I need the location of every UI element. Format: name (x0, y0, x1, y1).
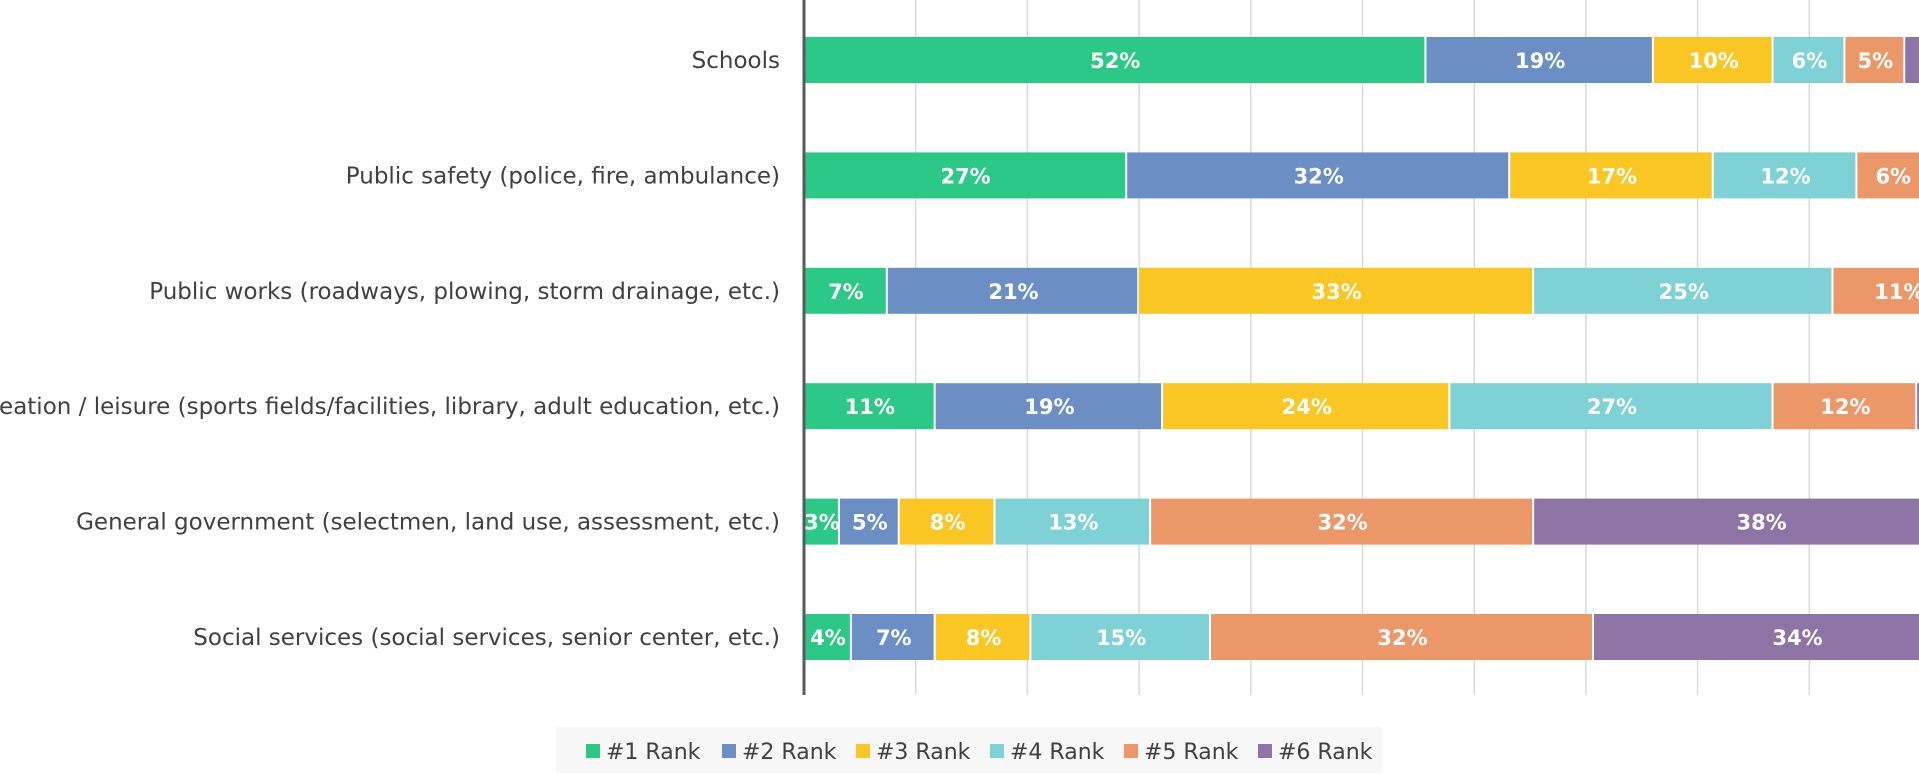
bar-segment (804, 498, 838, 545)
data-label: 34% (1772, 626, 1822, 650)
bar-segment (804, 383, 934, 430)
legend-label: #5 Rank (1144, 740, 1239, 765)
bar-segment (1127, 152, 1509, 199)
bar-segment (851, 614, 934, 660)
data-label: 38% (1736, 511, 1786, 535)
data-label: 7% (828, 280, 864, 304)
bar-segment (1857, 152, 1919, 199)
data-label: 19% (1024, 395, 1074, 419)
data-label: 19% (1515, 49, 1565, 73)
data-label: 11% (845, 395, 895, 419)
data-label: 33% (1312, 280, 1362, 304)
bar-segment (804, 37, 1425, 83)
data-label: 4% (810, 626, 846, 650)
bar-segment (1773, 383, 1916, 430)
data-label: 27% (1587, 395, 1637, 419)
bar-segment (1151, 498, 1533, 545)
data-label: 5% (1857, 49, 1893, 73)
legend-label: #1 Rank (606, 740, 701, 765)
bar-segment (995, 498, 1150, 545)
bar-segment (1163, 383, 1449, 430)
data-labels: 52%19%10%6%5%9%27%32%17%12%6%5%7%21%33%2… (804, 49, 1919, 650)
category-label: Public works (roadways, plowing, storm d… (149, 279, 780, 305)
bar-segment (1845, 37, 1904, 83)
legend-swatch (586, 744, 600, 758)
category-label: Schools (692, 48, 780, 74)
legend-label: #3 Rank (876, 740, 971, 765)
bar-segment (1833, 267, 1919, 314)
data-label: 21% (988, 280, 1038, 304)
bars (804, 37, 1919, 660)
data-label: 32% (1294, 164, 1344, 188)
bar-segment (1534, 498, 1919, 545)
data-label: 8% (966, 626, 1002, 650)
bar-segment (1653, 37, 1772, 83)
bar-segment (1905, 37, 1919, 83)
data-label: 32% (1377, 626, 1427, 650)
legend-label: #6 Rank (1278, 740, 1373, 765)
data-label: 5% (852, 511, 888, 535)
bar-segment (1594, 614, 1919, 660)
data-label: 7% (876, 626, 912, 650)
data-label: 24% (1282, 395, 1332, 419)
legend-label: #2 Rank (742, 740, 837, 765)
bar-segment (804, 614, 850, 660)
bar-segment (804, 267, 886, 314)
data-label: 12% (1760, 164, 1810, 188)
bar-segment (1510, 152, 1712, 199)
bar-segment (1031, 614, 1209, 660)
data-label: 8% (930, 511, 966, 535)
data-label: 15% (1096, 626, 1146, 650)
data-label: 17% (1587, 164, 1637, 188)
data-label: 13% (1048, 511, 1098, 535)
bar-segment (1713, 152, 1856, 199)
bar-segment (1139, 267, 1533, 314)
bar-segment (1773, 37, 1844, 83)
legend-swatch (856, 744, 870, 758)
legend-swatch (990, 744, 1004, 758)
bar-segment (935, 383, 1162, 430)
data-label: 6% (1875, 164, 1911, 188)
data-label: 25% (1659, 280, 1709, 304)
category-labels: Schools Public safety (police, fire, ambu… (0, 48, 780, 651)
legend-label: #4 Rank (1010, 740, 1105, 765)
bar-segment (839, 498, 898, 545)
bar-segment (1917, 383, 1919, 430)
gridlines (914, 0, 1811, 695)
data-label: 10% (1689, 49, 1739, 73)
data-label: 27% (940, 164, 990, 188)
bar-segment (899, 498, 994, 545)
legend-swatch (722, 744, 736, 758)
legend-swatch (1258, 744, 1272, 758)
bar-segment (1426, 37, 1652, 83)
data-label: 3% (804, 511, 840, 535)
category-label: Public safety (police, fire, ambulance) (346, 163, 780, 189)
category-label: Recreation / leisure (sports fields/faci… (0, 394, 780, 420)
bar-segment (804, 152, 1126, 199)
legend: #1 Rank #2 Rank #3 Rank #4 Rank #5 Rank #6 Ra… (556, 727, 1382, 773)
data-label: 32% (1318, 511, 1368, 535)
legend-swatch (1124, 744, 1138, 758)
category-label: General government (selectmen, land use,… (76, 510, 780, 536)
bar-segment (935, 614, 1030, 660)
data-label: 6% (1792, 49, 1828, 73)
category-label: Social services (social services, senior… (193, 625, 780, 651)
data-label: 11% (1874, 280, 1919, 304)
bar-segment (887, 267, 1138, 314)
data-label: 52% (1090, 49, 1140, 73)
legend-background (556, 727, 1382, 773)
bar-segment (1534, 267, 1832, 314)
bar-segment (1210, 614, 1593, 660)
bar-segment (1450, 383, 1772, 430)
data-label: 12% (1820, 395, 1870, 419)
